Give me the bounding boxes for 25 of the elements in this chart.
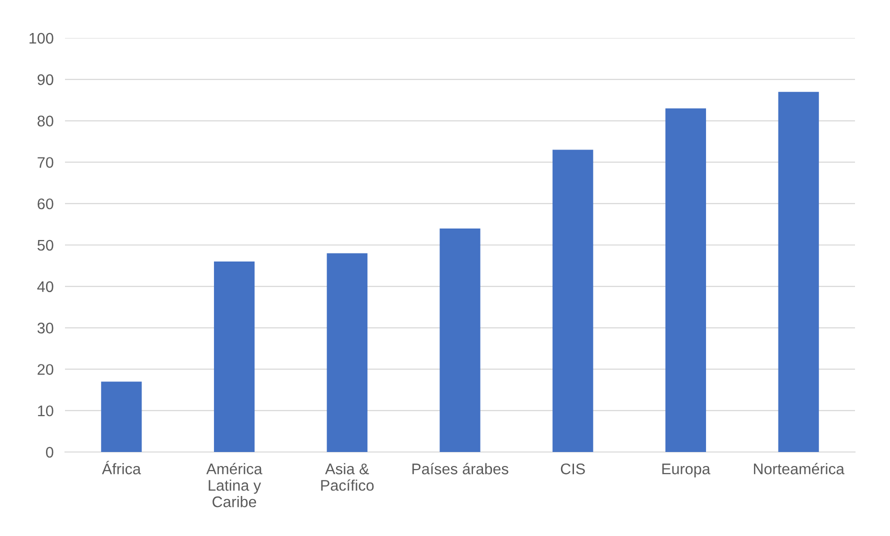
y-tick-label: 70 [38,157,54,168]
y-tick-label: 40 [37,281,54,292]
x-tick-label: América Latina y Caribe [206,462,262,508]
x-tick-label: Europa [662,464,710,478]
x-tick-label: CIS [560,464,585,474]
bar [440,228,480,452]
y-tick-label: 10 [38,405,54,416]
bar [326,253,368,452]
y-tick-label: 80 [38,116,54,126]
x-tick-label: Países árabes [412,462,508,474]
x-tick-label: África [102,460,141,474]
x-tick-label: Asia & Pacífico [321,463,374,491]
y-tick-label: 0 [46,446,54,458]
bar [665,108,706,452]
bar [552,150,594,452]
bar [778,92,819,452]
x-tick-label: Norteamérica [754,462,844,474]
bar [214,262,255,452]
y-tick-label: 30 [37,322,54,334]
y-tick-label: 50 [38,240,54,251]
y-tick-label: 20 [38,364,54,375]
bar [101,382,142,452]
y-tick-label: 60 [38,198,54,210]
y-tick-label: 90 [38,74,54,86]
y-tick-label: 100 [30,32,54,44]
